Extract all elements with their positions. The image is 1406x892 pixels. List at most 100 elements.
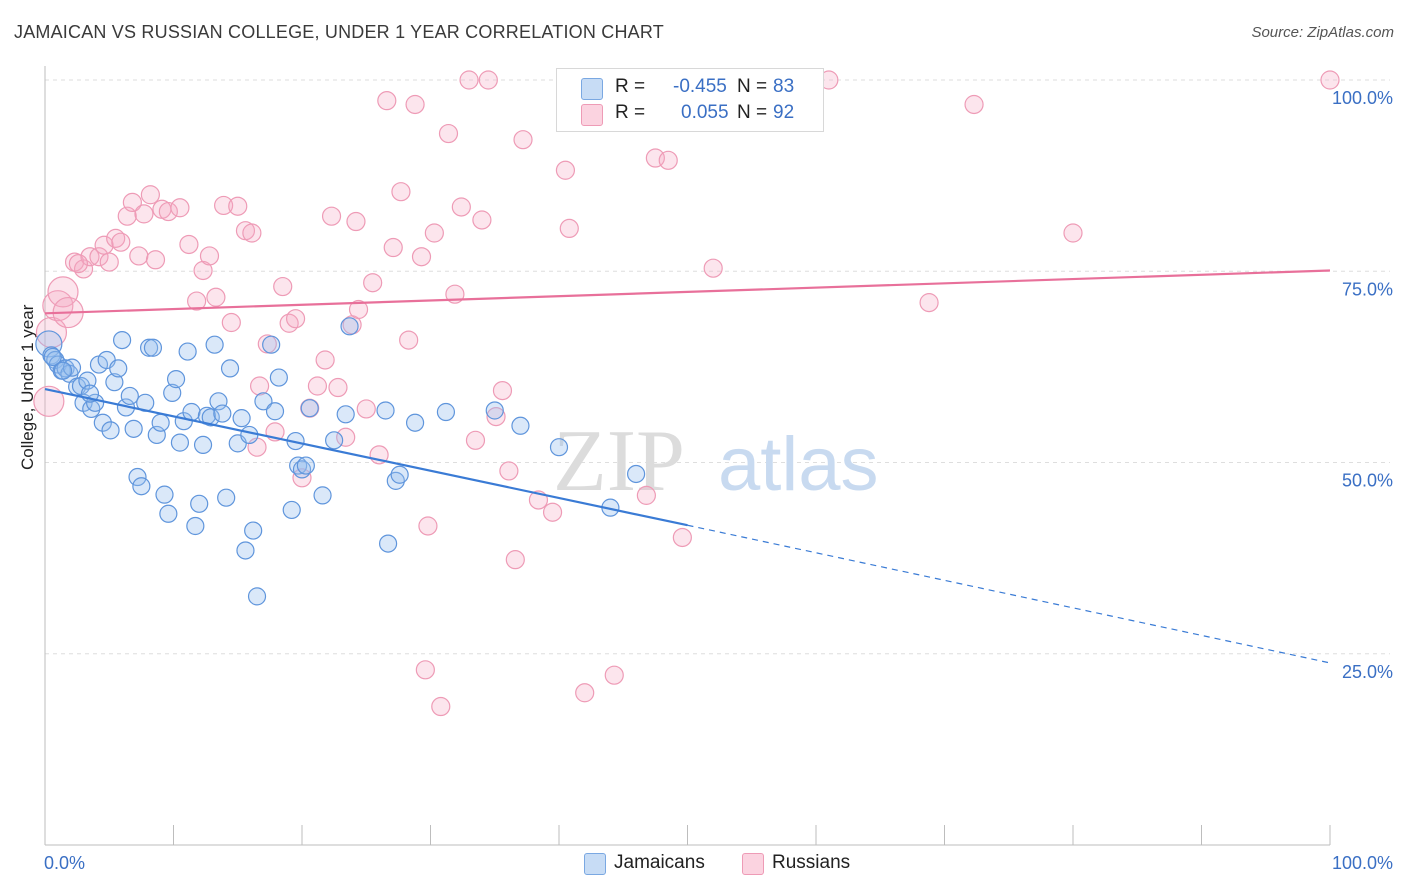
russians-point xyxy=(575,683,595,703)
watermark: ZIP atlas xyxy=(553,413,879,510)
jamaicans-point xyxy=(109,359,128,378)
jamaicans-trend-extension xyxy=(687,524,1331,664)
jamaicans-point xyxy=(190,494,209,513)
russians-label: Russians xyxy=(772,852,851,873)
jamaicans-point xyxy=(485,401,504,420)
jamaicans-point xyxy=(265,402,285,421)
n-label: N = xyxy=(737,76,768,97)
russians-point xyxy=(321,206,342,226)
russians-point xyxy=(47,276,79,308)
russians-point xyxy=(228,196,248,216)
russians-point xyxy=(459,70,479,90)
jamaicans-point xyxy=(43,347,62,367)
russians-point xyxy=(438,123,459,144)
jamaicans-point xyxy=(132,477,151,496)
russians-swatch xyxy=(742,853,764,875)
gridlines xyxy=(45,79,1390,655)
jamaicans-point xyxy=(313,486,332,505)
russians-point xyxy=(411,247,432,267)
y-tick-label: 50.0% xyxy=(1342,471,1393,491)
russians-swatch xyxy=(581,104,603,126)
axes xyxy=(44,66,1331,846)
russians-point xyxy=(703,258,723,278)
jamaicans-point xyxy=(232,409,251,428)
russians-point xyxy=(179,234,199,255)
russians-point xyxy=(187,291,207,311)
jamaicans-point xyxy=(626,464,646,484)
russians-point xyxy=(486,407,506,427)
jamaicans-point xyxy=(151,413,170,432)
jamaicans-point xyxy=(93,413,112,432)
jamaicans-point xyxy=(166,370,186,389)
russians-point xyxy=(391,182,411,202)
russians-point xyxy=(418,516,438,536)
russians-point xyxy=(1063,223,1083,243)
russians-point xyxy=(377,91,397,111)
russians-point xyxy=(542,502,563,522)
russians-point xyxy=(158,201,178,222)
jamaicans-point xyxy=(240,425,259,445)
trend-lines xyxy=(44,269,1331,664)
jamaicans-point xyxy=(282,500,301,520)
jamaicans-point xyxy=(217,488,236,507)
jamaicans-point xyxy=(105,373,124,392)
russians-point xyxy=(111,232,131,252)
jamaicans-point xyxy=(124,419,143,438)
russians-point xyxy=(559,218,579,239)
russians-point xyxy=(73,259,94,279)
jamaicans-point xyxy=(128,467,147,487)
jamaicans-label: Jamaicans xyxy=(614,852,705,873)
jamaicans-point xyxy=(155,485,174,504)
russians-trend-line xyxy=(44,269,1331,315)
russians-point xyxy=(242,223,262,243)
x-tick-label: 0.0% xyxy=(44,853,85,873)
r-label: R = xyxy=(615,76,646,97)
russians-point xyxy=(285,309,306,329)
watermark-zip: ZIP xyxy=(553,413,685,510)
russians-point xyxy=(315,350,335,370)
jamaicans-swatch xyxy=(584,853,606,875)
russians-point xyxy=(99,252,119,272)
jamaicans-point xyxy=(511,416,530,435)
russians-point xyxy=(328,377,348,398)
x-tick-label: 100.0% xyxy=(1332,853,1393,873)
russians-point xyxy=(415,660,435,680)
russians-point xyxy=(307,376,328,396)
russians-point xyxy=(604,665,624,685)
russians-point xyxy=(919,293,939,313)
jamaicans-point xyxy=(101,421,120,440)
n-label: N = xyxy=(737,102,768,123)
russians-point xyxy=(346,211,366,232)
jamaicans-point xyxy=(178,342,197,361)
jamaicans-point xyxy=(236,541,255,560)
russians-point xyxy=(492,380,513,401)
russians-point xyxy=(106,228,126,248)
jamaicans-point xyxy=(244,521,263,540)
jamaicans-swatch xyxy=(581,78,603,100)
russians-point xyxy=(363,273,383,293)
russians-points xyxy=(33,70,1340,717)
jamaicans-point xyxy=(112,331,132,350)
y-tick-label: 100.0% xyxy=(1332,88,1393,108)
russians-point xyxy=(249,376,270,396)
source-label: Source: ZipAtlas.com xyxy=(1251,24,1394,41)
jamaicans-point xyxy=(247,587,267,606)
jamaicans-point xyxy=(201,408,220,427)
russians-point xyxy=(170,198,190,218)
jamaicans-point xyxy=(35,330,63,358)
jamaicans-point xyxy=(143,338,163,357)
russians-point xyxy=(505,550,525,570)
russians-point xyxy=(273,276,293,297)
jamaicans-trend-line xyxy=(44,387,688,527)
russians-point xyxy=(383,237,403,258)
jamaicans-point xyxy=(220,359,240,378)
russians-point xyxy=(214,195,234,216)
r-label: R = xyxy=(615,102,646,123)
russians-point xyxy=(145,250,166,270)
russians-point xyxy=(33,385,65,417)
russians-point xyxy=(513,130,533,150)
r-value: -0.455 xyxy=(673,76,727,97)
russians-point xyxy=(122,192,142,212)
russians-point xyxy=(478,70,498,90)
